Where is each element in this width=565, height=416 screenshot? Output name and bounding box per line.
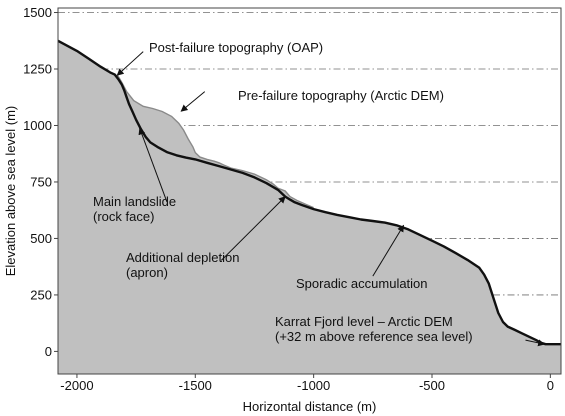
y-tick-label: 1500 — [23, 5, 52, 20]
x-tick-label: -1500 — [179, 378, 212, 393]
annotation-label: Sporadic accumulation — [296, 276, 428, 291]
x-tick-label: 0 — [547, 378, 554, 393]
annotation-arrow — [372, 224, 405, 277]
x-axis-label: Horizontal distance (m) — [243, 399, 377, 414]
annotation-line: (rock face) — [93, 209, 154, 224]
annotation-arrow — [525, 339, 546, 347]
y-tick-label: 1000 — [23, 118, 52, 133]
y-tick-label: 250 — [30, 287, 52, 302]
y-axis-label: Elevation above sea level (m) — [3, 106, 18, 277]
series-line-pre-failure — [116, 74, 314, 209]
annotation-label: Post-failure topography (OAP) — [149, 40, 323, 55]
annotation-line: Pre-failure topography (Arctic DEM) — [238, 88, 444, 103]
annotation-label: Pre-failure topography (Arctic DEM) — [238, 88, 444, 103]
y-tick-label: 500 — [30, 231, 52, 246]
x-tick-label: -2000 — [60, 378, 93, 393]
annotation-line: Sporadic accumulation — [296, 276, 428, 291]
annotation-line: Karrat Fjord level – Arctic DEM — [275, 314, 453, 329]
annotation-arrow — [180, 91, 206, 112]
annotation-line: Post-failure topography (OAP) — [149, 40, 323, 55]
annotation-arrow — [138, 127, 168, 203]
y-tick-label: 1250 — [23, 62, 52, 77]
annotation-label: Additional depletion (apron) — [126, 250, 239, 280]
y-tick-label: 0 — [45, 344, 52, 359]
annotation-line: (apron) — [126, 265, 168, 280]
annotation-label: Main landslide (rock face) — [93, 194, 176, 224]
annotations: Post-failure topography (OAP) Pre-failure… — [93, 40, 546, 347]
y-tick-label: 750 — [30, 174, 52, 189]
annotation-arrow — [220, 196, 286, 261]
axis-ticks: 0 250 500 750 1000 1250 1500 -2000 -1500 -1000 -50… — [23, 5, 554, 393]
plot-frame — [57, 7, 562, 375]
annotation-line: Main landslide — [93, 194, 176, 209]
series-line-post-failure — [57, 39, 561, 346]
x-tick-label: -1000 — [297, 378, 330, 393]
annotation-label: Karrat Fjord level – Arctic DEM (+32 m ab… — [275, 314, 473, 344]
annotation-line: Additional depletion — [126, 250, 239, 265]
annotation-line: (+32 m above reference sea level) — [275, 329, 473, 344]
annotation-arrow — [116, 51, 144, 76]
x-tick-label: -500 — [419, 378, 445, 393]
